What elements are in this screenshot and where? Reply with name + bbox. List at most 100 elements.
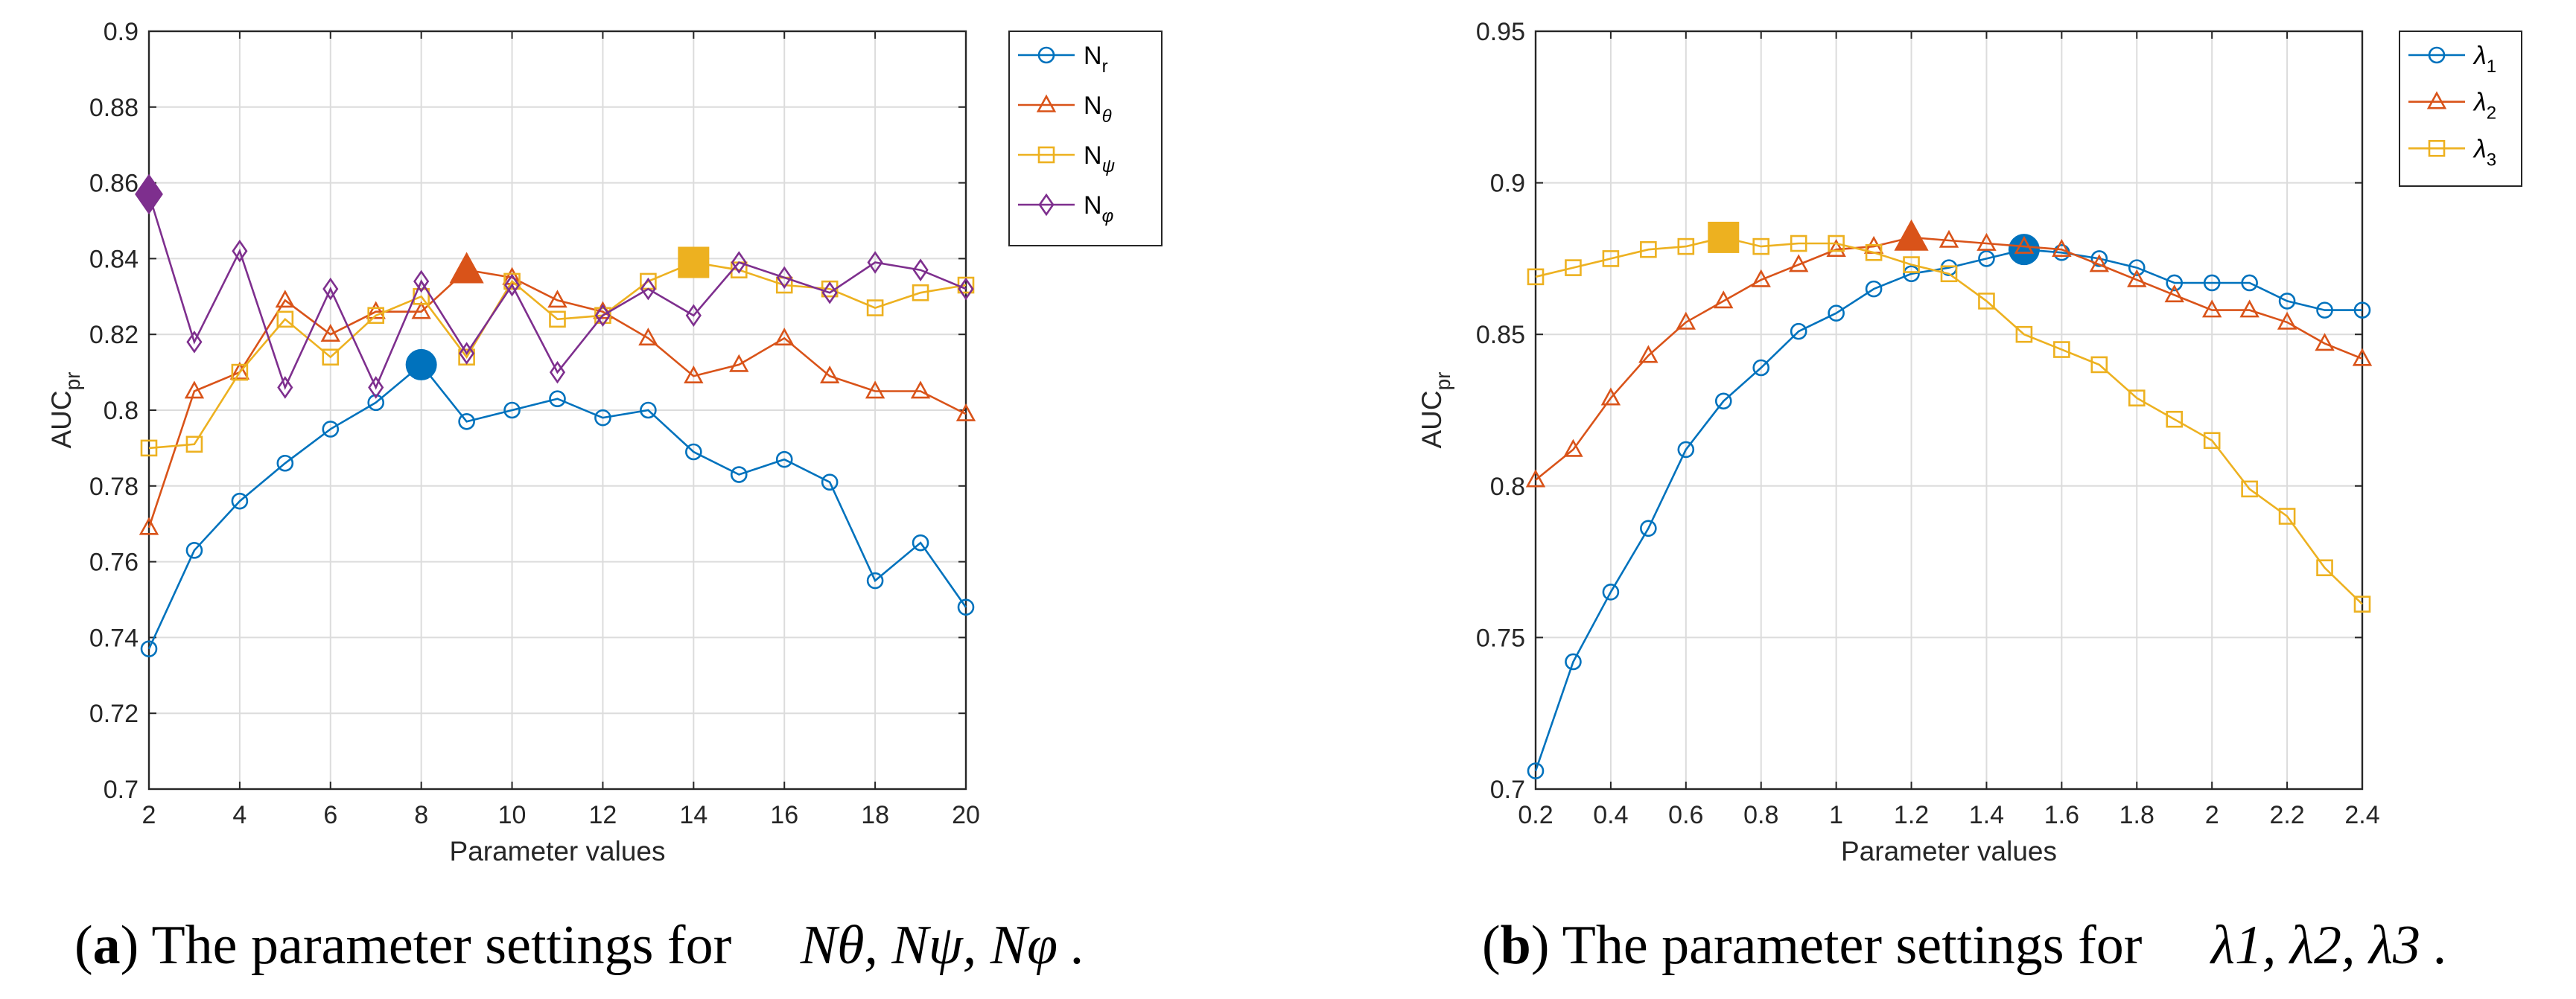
data-point-λ1: [1790, 322, 1807, 340]
x-tick-label: 12: [589, 801, 617, 829]
data-point-nφ: [731, 251, 747, 274]
y-tick-label: 0.86: [89, 170, 139, 198]
x-tick-label: 10: [498, 801, 527, 829]
data-point-λ2: [2239, 299, 2259, 318]
data-point-nθ: [139, 517, 159, 535]
x-tick-label: 20: [952, 801, 980, 829]
data-point-nφ: [867, 251, 883, 274]
data-point-nφ: [776, 266, 792, 290]
data-point-nθ: [729, 354, 749, 372]
data-point-λ2: [2052, 238, 2072, 257]
data-point-λ3: [1940, 265, 1958, 283]
x-tick-label: 4: [232, 801, 247, 829]
data-point-nr: [231, 492, 249, 510]
data-point-nr: [367, 394, 385, 412]
y-axis-label: AUCpr: [46, 371, 84, 448]
best-point-nr: [405, 348, 437, 380]
legend-marker-λ1: [2428, 46, 2446, 64]
data-point-λ3: [1865, 243, 1883, 261]
data-point-nr: [276, 454, 294, 472]
x-tick-label: 6: [323, 801, 337, 829]
y-tick-label: 0.82: [89, 321, 139, 349]
x-axis-label: Parameter values: [1841, 836, 2057, 866]
best-point-nθ: [449, 252, 484, 284]
data-point-λ3: [2053, 341, 2070, 358]
data-point-λ1: [2128, 259, 2146, 276]
y-tick-label: 0.9: [1490, 170, 1525, 198]
data-point-nφ: [413, 269, 430, 293]
x-tick-label: 1.8: [2119, 801, 2154, 829]
data-point-nθ: [411, 301, 431, 319]
data-point-nr: [957, 599, 975, 616]
data-point-λ2: [2127, 269, 2147, 287]
legend: λ1 λ2 λ3: [2399, 31, 2522, 187]
series-λ1: [1527, 234, 2371, 779]
data-point-nθ: [184, 380, 205, 399]
data-point-nθ: [229, 361, 250, 380]
data-point-nφ: [277, 376, 293, 399]
y-tick-label: 0.72: [89, 700, 139, 728]
data-point-nψ: [231, 363, 249, 381]
x-tick-label: 0.4: [1593, 801, 1628, 829]
legend-label-nψ: Nψ: [1084, 141, 1115, 176]
caption-b: (b) The parameter settings for λ1, λ2, λ…: [1482, 915, 2449, 976]
data-point-nφ: [958, 277, 974, 301]
data-point-nr: [730, 466, 748, 483]
data-point-λ3: [1752, 237, 1770, 255]
data-point-λ3: [2203, 432, 2221, 450]
y-tick-label: 0.9: [104, 18, 139, 46]
data-point-nφ: [186, 331, 203, 354]
legend: Nr Nθ Nψ Nφ: [1008, 31, 1163, 246]
x-tick-label: 2.4: [2344, 801, 2379, 829]
data-point-nr: [912, 534, 929, 552]
series-line-λ3: [1535, 236, 2363, 605]
data-point-λ2: [2352, 348, 2373, 366]
y-axis: 0.7 0.75 0.8 0.85 0.9 0.95: [1476, 18, 2362, 804]
legend-label-nθ: Nθ: [1084, 92, 1112, 127]
series-nφ: [135, 173, 974, 399]
data-point-λ2: [2277, 311, 2297, 330]
x-axis: 2 4 6 8 10 12 14 16 18 20: [142, 31, 980, 829]
data-point-nφ: [503, 273, 521, 297]
data-point-nr: [685, 443, 702, 461]
x-tick-label: 1.2: [1894, 801, 1929, 829]
data-point-λ2: [1563, 438, 1583, 457]
data-point-λ3: [2015, 325, 2033, 343]
x-tick-label: 2: [2205, 801, 2219, 829]
data-point-nθ: [819, 365, 840, 383]
y-tick-label: 0.7: [104, 776, 139, 804]
data-point-λ3: [1640, 240, 1657, 258]
data-point-λ2: [1714, 290, 1734, 309]
data-point-λ3: [1602, 250, 1620, 267]
y-axis: 0.7 0.72 0.74 0.76 0.78 0.8 0.82 0.84 0.86 0.88 0.…: [89, 18, 966, 804]
x-tick-label: 14: [679, 801, 707, 829]
data-point-nψ: [866, 299, 884, 316]
best-point-nφ: [135, 173, 163, 215]
data-point-nφ: [459, 342, 475, 365]
x-axis-label: Parameter values: [450, 836, 666, 866]
data-point-λ2: [2164, 284, 2184, 303]
data-point-λ1: [2166, 274, 2184, 292]
legend-marker-nφ: [1038, 193, 1055, 217]
data-point-λ3: [1677, 237, 1695, 255]
best-point-λ2: [1894, 219, 1929, 251]
data-point-nθ: [865, 380, 885, 399]
data-point-nψ: [276, 310, 294, 328]
data-point-nr: [549, 390, 566, 408]
chart-panel-a: 2 4 6 8 10 12 14 16 18 200.70.720.740.760.780.80.…: [46, 18, 1163, 866]
data-point-nθ: [684, 365, 704, 383]
y-axis-label: AUCpr: [1416, 371, 1454, 448]
data-point-λ3: [1828, 234, 1845, 252]
data-point-λ3: [1903, 256, 1920, 273]
best-point-nψ: [678, 246, 710, 278]
data-point-nr: [821, 473, 839, 491]
legend-marker-nψ: [1037, 146, 1055, 164]
x-tick-label: 1.6: [2044, 801, 2079, 829]
y-tick-label: 0.8: [1490, 473, 1525, 501]
data-point-nφ: [821, 281, 838, 304]
x-tick-label: 8: [414, 801, 428, 829]
x-tick-label: 0.2: [1518, 801, 1553, 829]
data-point-nθ: [547, 290, 567, 308]
series-line-λ2: [1535, 236, 2363, 481]
series-line-nr: [147, 363, 967, 650]
